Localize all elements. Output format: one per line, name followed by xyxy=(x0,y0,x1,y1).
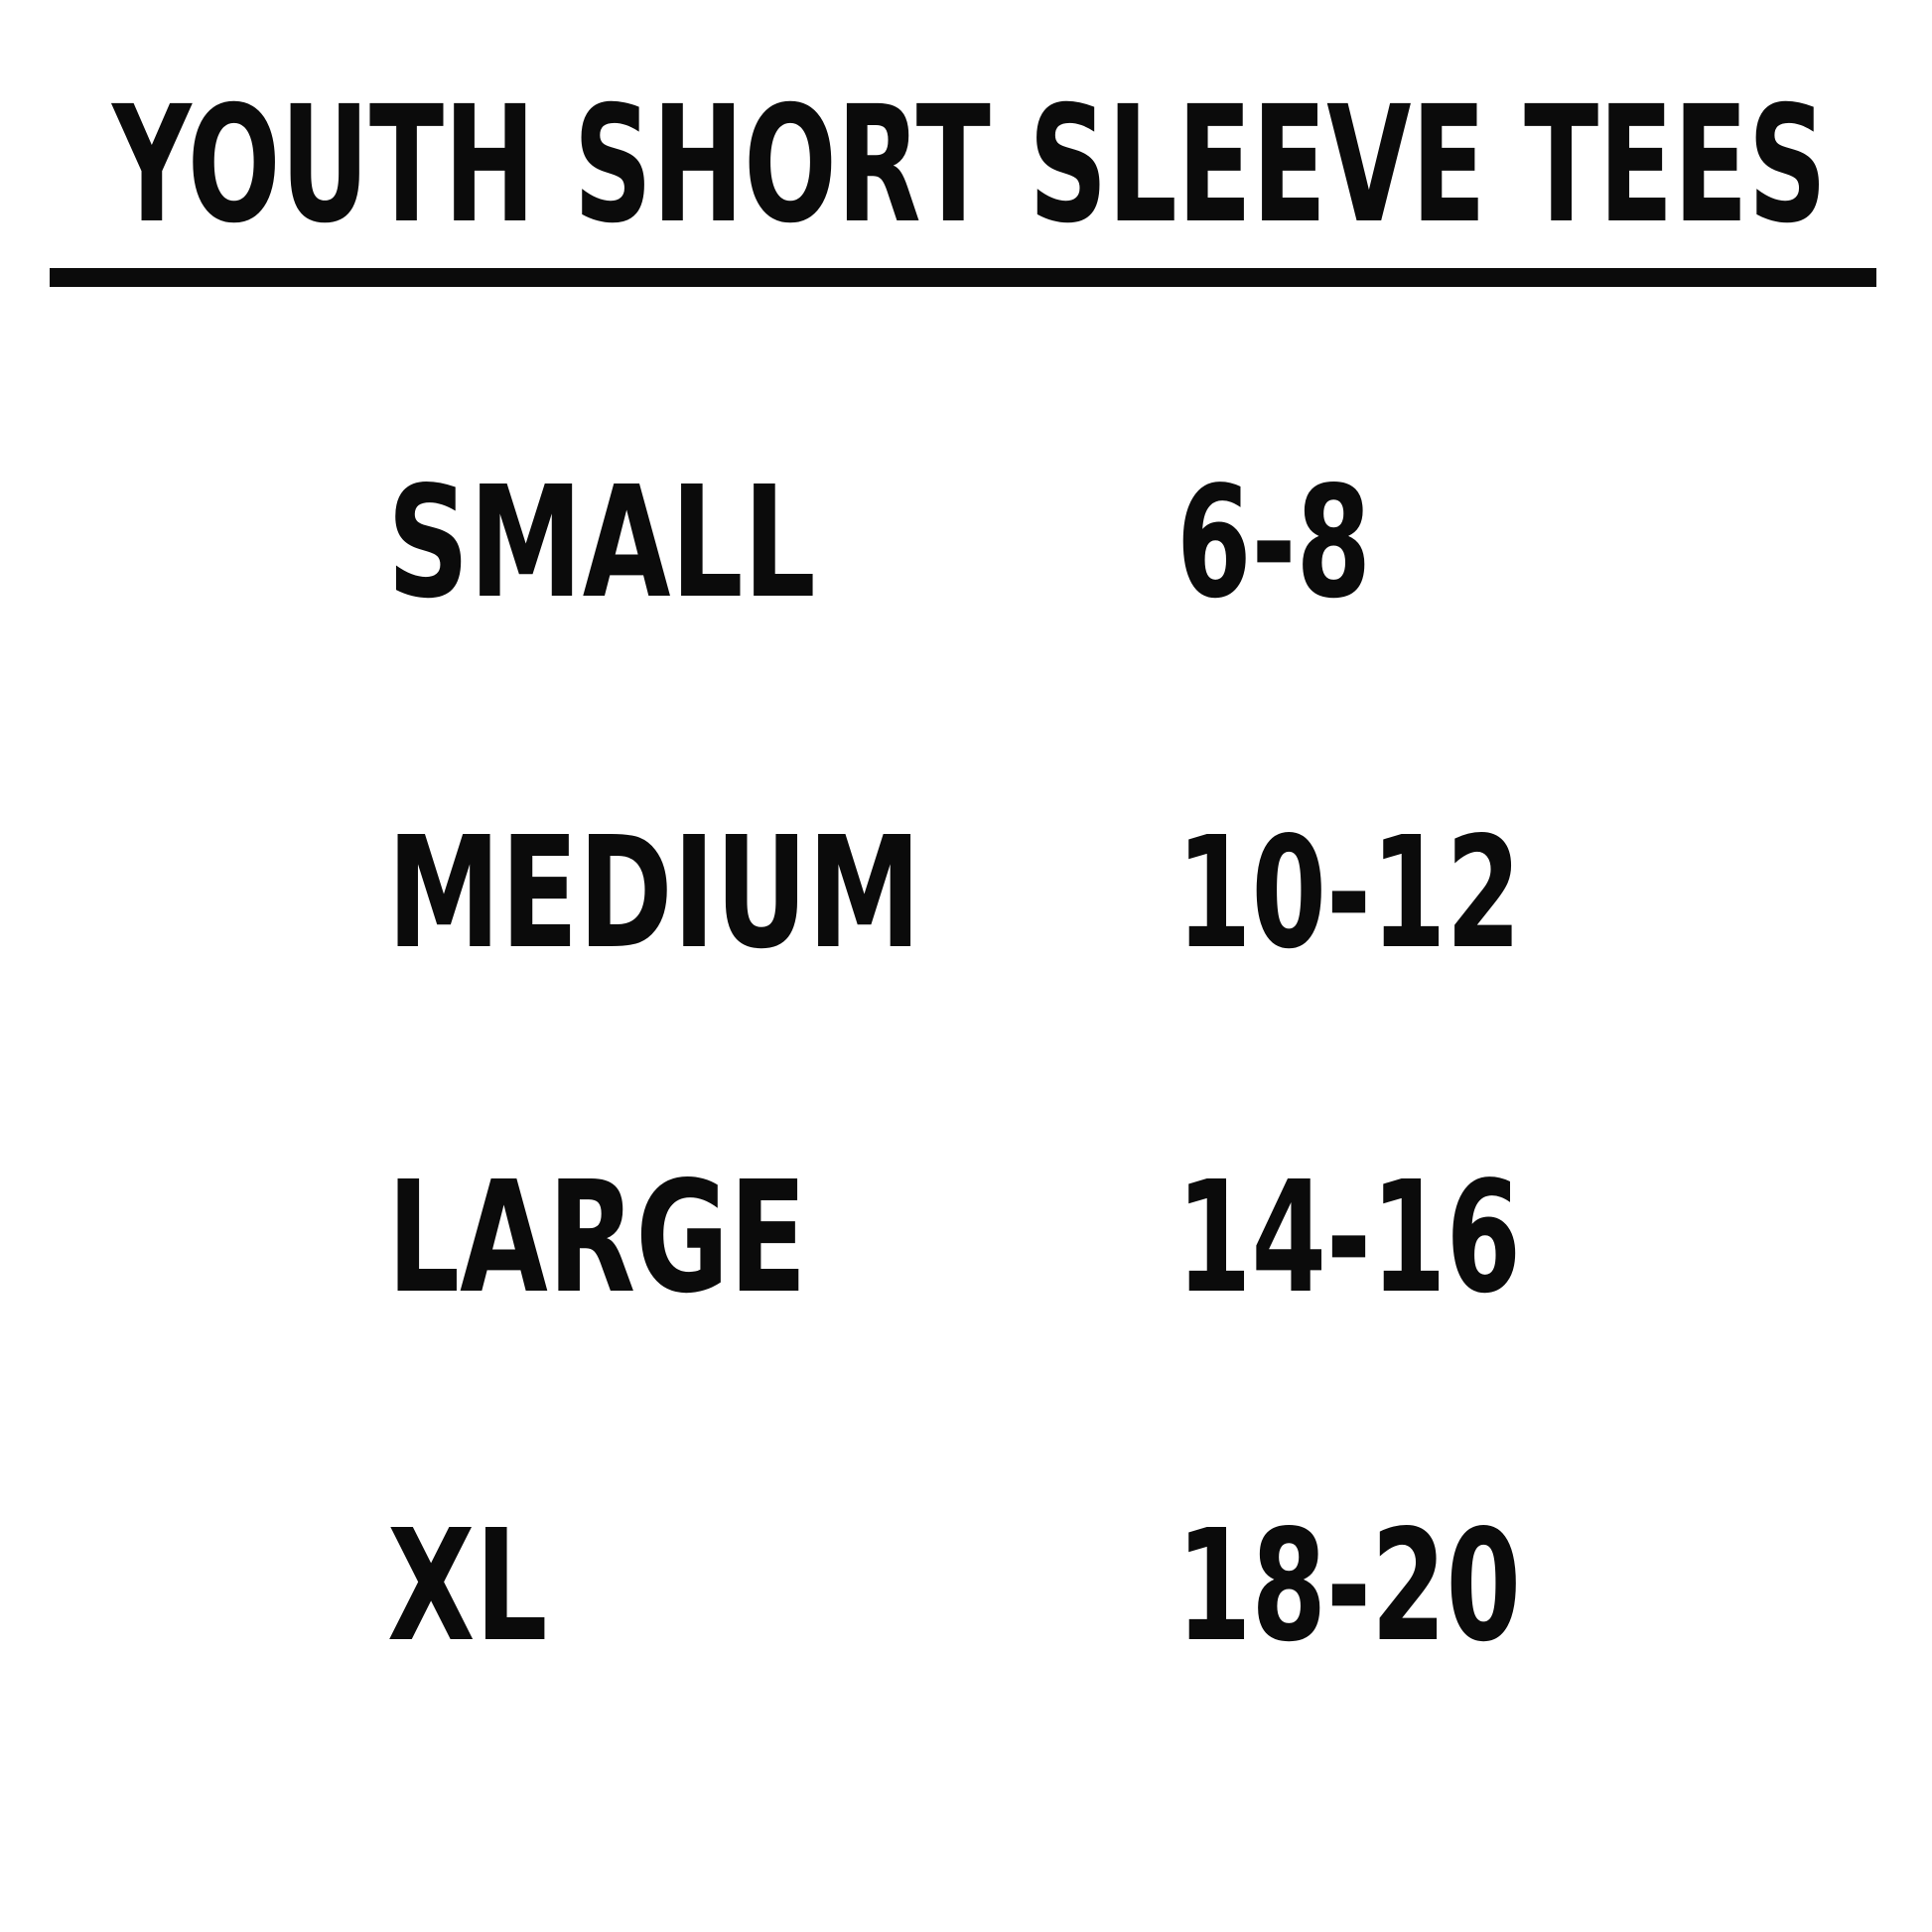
size-range-xl: 18-20 xyxy=(1176,1496,1522,1676)
table-row: LARGE 14-16 xyxy=(0,1161,1932,1329)
size-label-medium: MEDIUM xyxy=(387,803,921,983)
table-row: SMALL 6-8 xyxy=(0,466,1932,634)
table-row: XL 18-20 xyxy=(0,1509,1932,1678)
size-range-medium: 10-12 xyxy=(1176,803,1522,983)
size-range-large: 14-16 xyxy=(1176,1148,1522,1327)
size-range-small: 6-8 xyxy=(1176,453,1372,632)
page-title: YOUTH SHORT SLEEVE TEES xyxy=(112,72,1828,259)
size-label-small: SMALL xyxy=(387,453,816,632)
table-row: MEDIUM 10-12 xyxy=(0,816,1932,985)
title-underline xyxy=(50,268,1876,287)
size-label-xl: XL xyxy=(387,1496,548,1676)
size-label-large: LARGE xyxy=(387,1148,807,1327)
